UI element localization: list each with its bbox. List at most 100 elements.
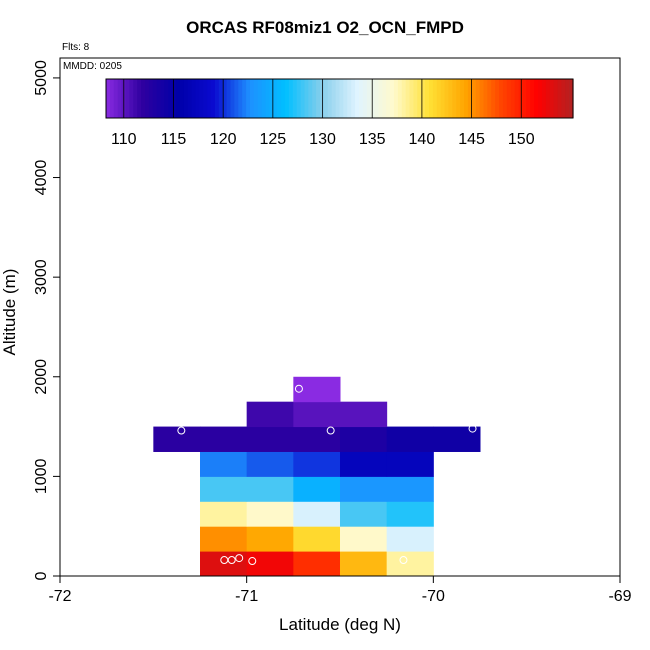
colorbar-segment bbox=[133, 79, 138, 118]
colorbar-segment bbox=[526, 79, 531, 118]
colorbar-segment bbox=[273, 79, 278, 118]
colorbar-segment bbox=[553, 79, 559, 118]
colorbar-segment bbox=[265, 79, 271, 118]
colorbar-segment bbox=[475, 79, 481, 118]
observation-point bbox=[326, 426, 335, 435]
colorbar-segment bbox=[323, 79, 329, 118]
colorbar-segment bbox=[421, 79, 426, 118]
heatmap-cell bbox=[340, 551, 388, 577]
colorbar-segment bbox=[141, 79, 146, 118]
heatmap-cell bbox=[386, 501, 434, 527]
colorbar-segment bbox=[335, 79, 341, 118]
colorbar-tick-label: 120 bbox=[210, 131, 237, 148]
colorbar-segment bbox=[514, 79, 520, 118]
heatmap-cell bbox=[293, 526, 341, 552]
heatmap-cell bbox=[340, 401, 388, 428]
colorbar-segment bbox=[288, 79, 294, 118]
colorbar-segment bbox=[374, 79, 380, 118]
heatmap-cell bbox=[200, 476, 248, 502]
heatmap-cell bbox=[246, 476, 294, 502]
colorbar-tick-label: 135 bbox=[359, 131, 386, 148]
heatmap-cell bbox=[200, 426, 248, 452]
flights-note: Flts: 8 bbox=[62, 42, 90, 53]
chart-title: ORCAS RF08miz1 O2_OCN_FMPD bbox=[186, 18, 464, 37]
colorbar-segment bbox=[327, 79, 333, 118]
colorbar-segment bbox=[331, 79, 337, 118]
colorbar-tick-label: 130 bbox=[309, 131, 336, 148]
colorbar-segment bbox=[183, 79, 189, 118]
observation-point bbox=[248, 557, 257, 566]
colorbar-segment bbox=[300, 79, 306, 118]
colorbar-segment bbox=[176, 79, 181, 118]
colorbar-segment bbox=[382, 79, 387, 118]
heatmap-cell bbox=[386, 476, 434, 502]
colorbar-segment bbox=[378, 79, 383, 118]
x-axis-label: Latitude (deg N) bbox=[279, 615, 401, 634]
colorbar-segment bbox=[569, 79, 574, 118]
heatmap-cell bbox=[340, 426, 388, 452]
colorbar-tick-label: 145 bbox=[458, 131, 485, 148]
colorbar-segment bbox=[125, 79, 130, 118]
colorbar-segment bbox=[479, 79, 485, 118]
colorbar-segment bbox=[444, 79, 450, 118]
heatmap-cell bbox=[200, 526, 248, 552]
colorbar-segment bbox=[308, 79, 313, 118]
colorbar-segment bbox=[199, 79, 204, 118]
colorbar-segment bbox=[487, 79, 492, 118]
colorbar-segment bbox=[257, 79, 263, 118]
colorbar-segment bbox=[137, 79, 142, 118]
observation-point bbox=[399, 556, 408, 565]
colorbar-segment bbox=[429, 79, 434, 118]
colorbar-segment bbox=[253, 79, 259, 118]
colorbar-segment bbox=[168, 79, 173, 118]
colorbar-segment bbox=[405, 79, 411, 118]
colorbar-tick-label: 140 bbox=[409, 131, 436, 148]
heatmap-cell bbox=[246, 426, 294, 452]
y-tick-label: 1000 bbox=[33, 458, 50, 494]
heatmap-cell bbox=[246, 526, 294, 552]
colorbar-segment bbox=[534, 79, 539, 118]
colorbar-segment bbox=[483, 79, 488, 118]
colorbar-segment bbox=[238, 79, 243, 118]
colorbar-segment bbox=[351, 79, 356, 118]
colorbar-tick-label: 110 bbox=[111, 131, 137, 148]
colorbar-segment bbox=[565, 79, 570, 118]
colorbar-segment bbox=[164, 79, 169, 118]
heatmap-cell bbox=[246, 401, 294, 428]
colorbar-segment bbox=[355, 79, 360, 118]
colorbar-segment bbox=[499, 79, 504, 118]
colorbar-segment bbox=[502, 79, 508, 118]
observation-point bbox=[468, 424, 477, 433]
colorbar-tick-label: 150 bbox=[508, 131, 535, 148]
colorbar-segment bbox=[269, 79, 274, 118]
colorbar-segment bbox=[246, 79, 251, 118]
colorbar-segment bbox=[393, 79, 399, 118]
colorbar-segment bbox=[460, 79, 465, 118]
colorbar-segment bbox=[191, 79, 197, 118]
colorbar-segment bbox=[495, 79, 500, 118]
heatmap-cell bbox=[293, 551, 341, 577]
heatmap-cell bbox=[340, 451, 388, 477]
colorbar-segment bbox=[397, 79, 403, 118]
colorbar-segment bbox=[214, 79, 220, 118]
colorbar-segment bbox=[222, 79, 228, 118]
colorbar-segment bbox=[561, 79, 566, 118]
colorbar-segment bbox=[296, 79, 302, 118]
colorbar-segment bbox=[249, 79, 255, 118]
colorbar-segment bbox=[281, 79, 286, 118]
heatmap-cell bbox=[293, 501, 341, 527]
colorbar-segment bbox=[195, 79, 200, 118]
colorbar-segment bbox=[106, 79, 111, 118]
colorbar-segment bbox=[491, 79, 496, 118]
y-axis-ticks: 0 1000 2000 3000 4000 5000 bbox=[33, 60, 60, 580]
colorbar-segment bbox=[366, 79, 372, 118]
y-tick-label: 4000 bbox=[33, 160, 50, 196]
colorbar-segment bbox=[448, 79, 453, 118]
heatmap-cell bbox=[293, 451, 341, 477]
colorbar-segment bbox=[390, 79, 395, 118]
colorbar-segment bbox=[452, 79, 457, 118]
heatmap-cell bbox=[293, 401, 341, 428]
colorbar-segment bbox=[152, 79, 158, 118]
colorbar-segment bbox=[557, 79, 562, 118]
